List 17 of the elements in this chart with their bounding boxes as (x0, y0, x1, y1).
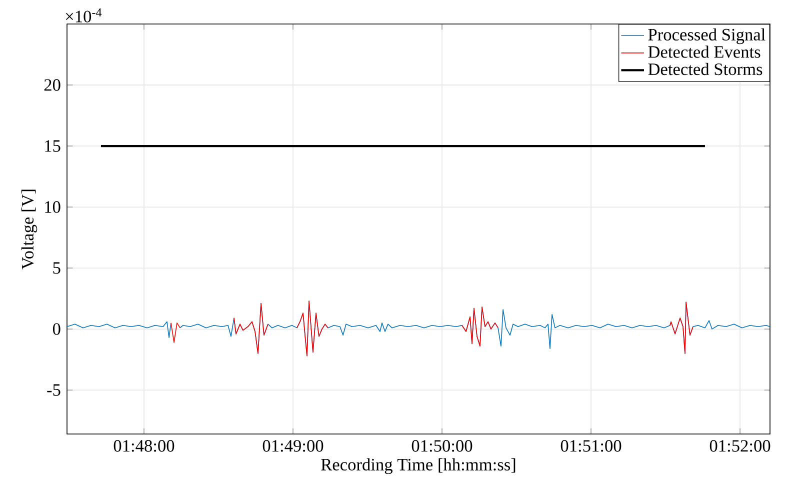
legend-label: Processed Signal (648, 28, 766, 44)
y-tick-label: 5 (53, 262, 60, 274)
x-tick-label: 01:48:00 (114, 440, 174, 452)
y-tick-label: -5 (47, 384, 60, 396)
text: ×10$^{-4}$ (66, 8, 102, 22)
y-tick-label: 0 (52, 323, 60, 335)
x-tick-label: 01:52:00 (710, 440, 770, 452)
x-tick-label: 01:51:00 (560, 440, 622, 452)
y-tick-label: 15 (45, 140, 60, 152)
legend-label: Detected Storms (648, 62, 762, 76)
y-axis-title: Voltage [V] (21, 190, 38, 270)
x-axis-title: Recording Time [hh:mm:ss] (321, 458, 516, 474)
legend-label: Detected Events (648, 46, 760, 58)
x-tick-label: 01:50:00 (412, 440, 472, 452)
x-tick-label: 01:49:00 (262, 440, 324, 452)
y-tick-label: 10 (45, 201, 60, 213)
y-tick-label: 20 (44, 79, 60, 91)
